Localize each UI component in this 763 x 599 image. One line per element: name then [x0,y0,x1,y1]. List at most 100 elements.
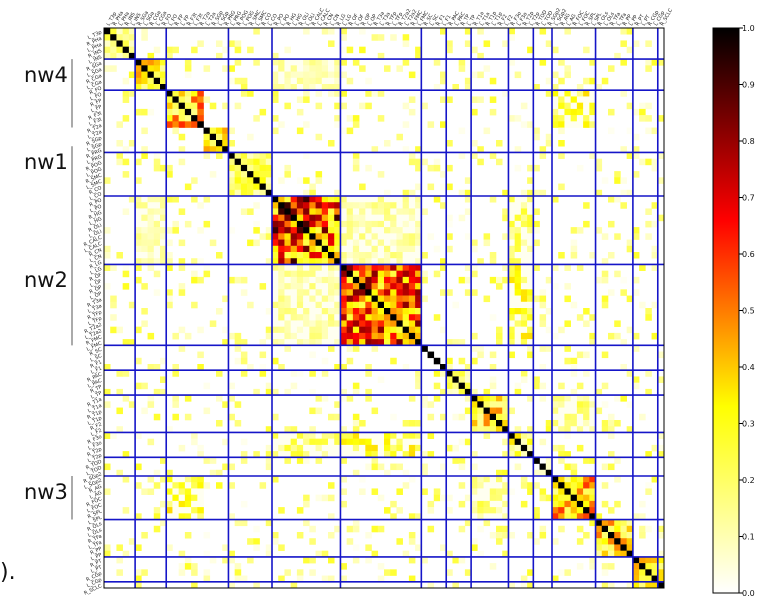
heatmap-cell [421,159,428,166]
heatmap-cell [235,159,242,166]
heatmap-cell [577,401,584,408]
heatmap-cell [141,128,148,135]
heatmap-cell [235,103,242,110]
colorbar-tick-label: 0.0 [742,589,755,598]
heatmap-cell [428,582,435,589]
heatmap-cell [633,227,640,234]
heatmap-cell [421,464,428,471]
heatmap-cell [353,165,360,172]
heatmap-cell [116,121,123,128]
heatmap-cell [602,563,609,570]
heatmap-cell [602,352,609,359]
heatmap-cell [508,277,515,284]
heatmap-cell [185,333,192,340]
heatmap-cell [558,96,565,103]
heatmap-cell [533,538,540,545]
heatmap-cell [639,115,646,122]
heatmap-cell [459,277,466,284]
heatmap-cell [353,227,360,234]
heatmap-cell [403,271,410,278]
heatmap-cell [645,65,652,72]
heatmap-cell [564,96,571,103]
heatmap-cell [197,96,204,103]
heatmap-cell [179,159,186,166]
heatmap-cell [583,408,590,415]
heatmap-cell [278,121,285,128]
heatmap-cell [372,408,379,415]
heatmap-cell [154,208,161,215]
heatmap-cell [521,376,528,383]
heatmap-cell [322,296,329,303]
colorbar-tick-label: 0.7 [742,194,755,203]
heatmap-cell [521,476,528,483]
heatmap-cell [141,221,148,228]
heatmap-cell [166,103,173,110]
heatmap-cell [247,240,254,247]
heatmap-cell [297,320,304,327]
heatmap-cell [228,383,235,390]
heatmap-cell [303,177,310,184]
heatmap-cell [558,152,565,159]
heatmap-cell [303,28,310,35]
heatmap-cell [272,302,279,309]
heatmap-cell [577,121,584,128]
heatmap-cell [359,327,366,334]
heatmap-cell [123,115,130,122]
heatmap-cell [297,432,304,439]
heatmap-cell [216,140,223,147]
heatmap-cell [141,488,148,495]
heatmap-cell [297,215,304,222]
heatmap-cell [533,383,540,390]
heatmap-cell [191,115,198,122]
heatmap-cell [521,327,528,334]
heatmap-cell [496,476,503,483]
heatmap-cell [197,352,204,359]
heatmap-cell [390,439,397,446]
heatmap-cell [471,476,478,483]
heatmap-cell [272,358,279,365]
heatmap-cell [390,445,397,452]
heatmap-cell [446,370,453,377]
heatmap-cell [123,34,130,41]
heatmap-cell [191,121,198,128]
heatmap-cell [421,557,428,564]
heatmap-cell [384,507,391,514]
heatmap-cell [303,271,310,278]
heatmap-cell [409,208,416,215]
heatmap-cell [328,345,335,352]
heatmap-cell [272,215,279,222]
heatmap-cell [328,432,335,439]
heatmap-cell [272,59,279,66]
heatmap-cell [185,96,192,103]
heatmap-cell [309,308,316,315]
heatmap-cell [172,414,179,421]
heatmap-cell [521,215,528,222]
heatmap-cell [372,488,379,495]
heatmap-cell [583,320,590,327]
heatmap-cell [390,221,397,228]
x-tick-labels: L_T3pR_PHaL_PHaR_INSL_INSR_SGaL_SGaR_CGa… [106,7,675,27]
heatmap-cell [272,208,279,215]
heatmap-cell [316,445,323,452]
heatmap-cell [179,109,186,116]
heatmap-cell [496,283,503,290]
heatmap-cell [284,171,291,178]
heatmap-cell [278,215,285,222]
heatmap-cell [452,445,459,452]
heatmap-cell [484,476,491,483]
heatmap-cell [558,90,565,97]
heatmap-cell [409,152,416,159]
heatmap-cell [179,289,186,296]
heatmap-cell [564,115,571,122]
heatmap-cell [596,159,603,166]
heatmap-cell [303,439,310,446]
heatmap-cell [378,563,385,570]
heatmap-cell [322,59,329,66]
heatmap-cell [328,308,335,315]
heatmap-cell [633,233,640,240]
heatmap-cell [515,333,522,340]
heatmap-cell [328,28,335,35]
heatmap-cell [228,78,235,85]
heatmap-cell [166,482,173,489]
heatmap-cell [396,233,403,240]
